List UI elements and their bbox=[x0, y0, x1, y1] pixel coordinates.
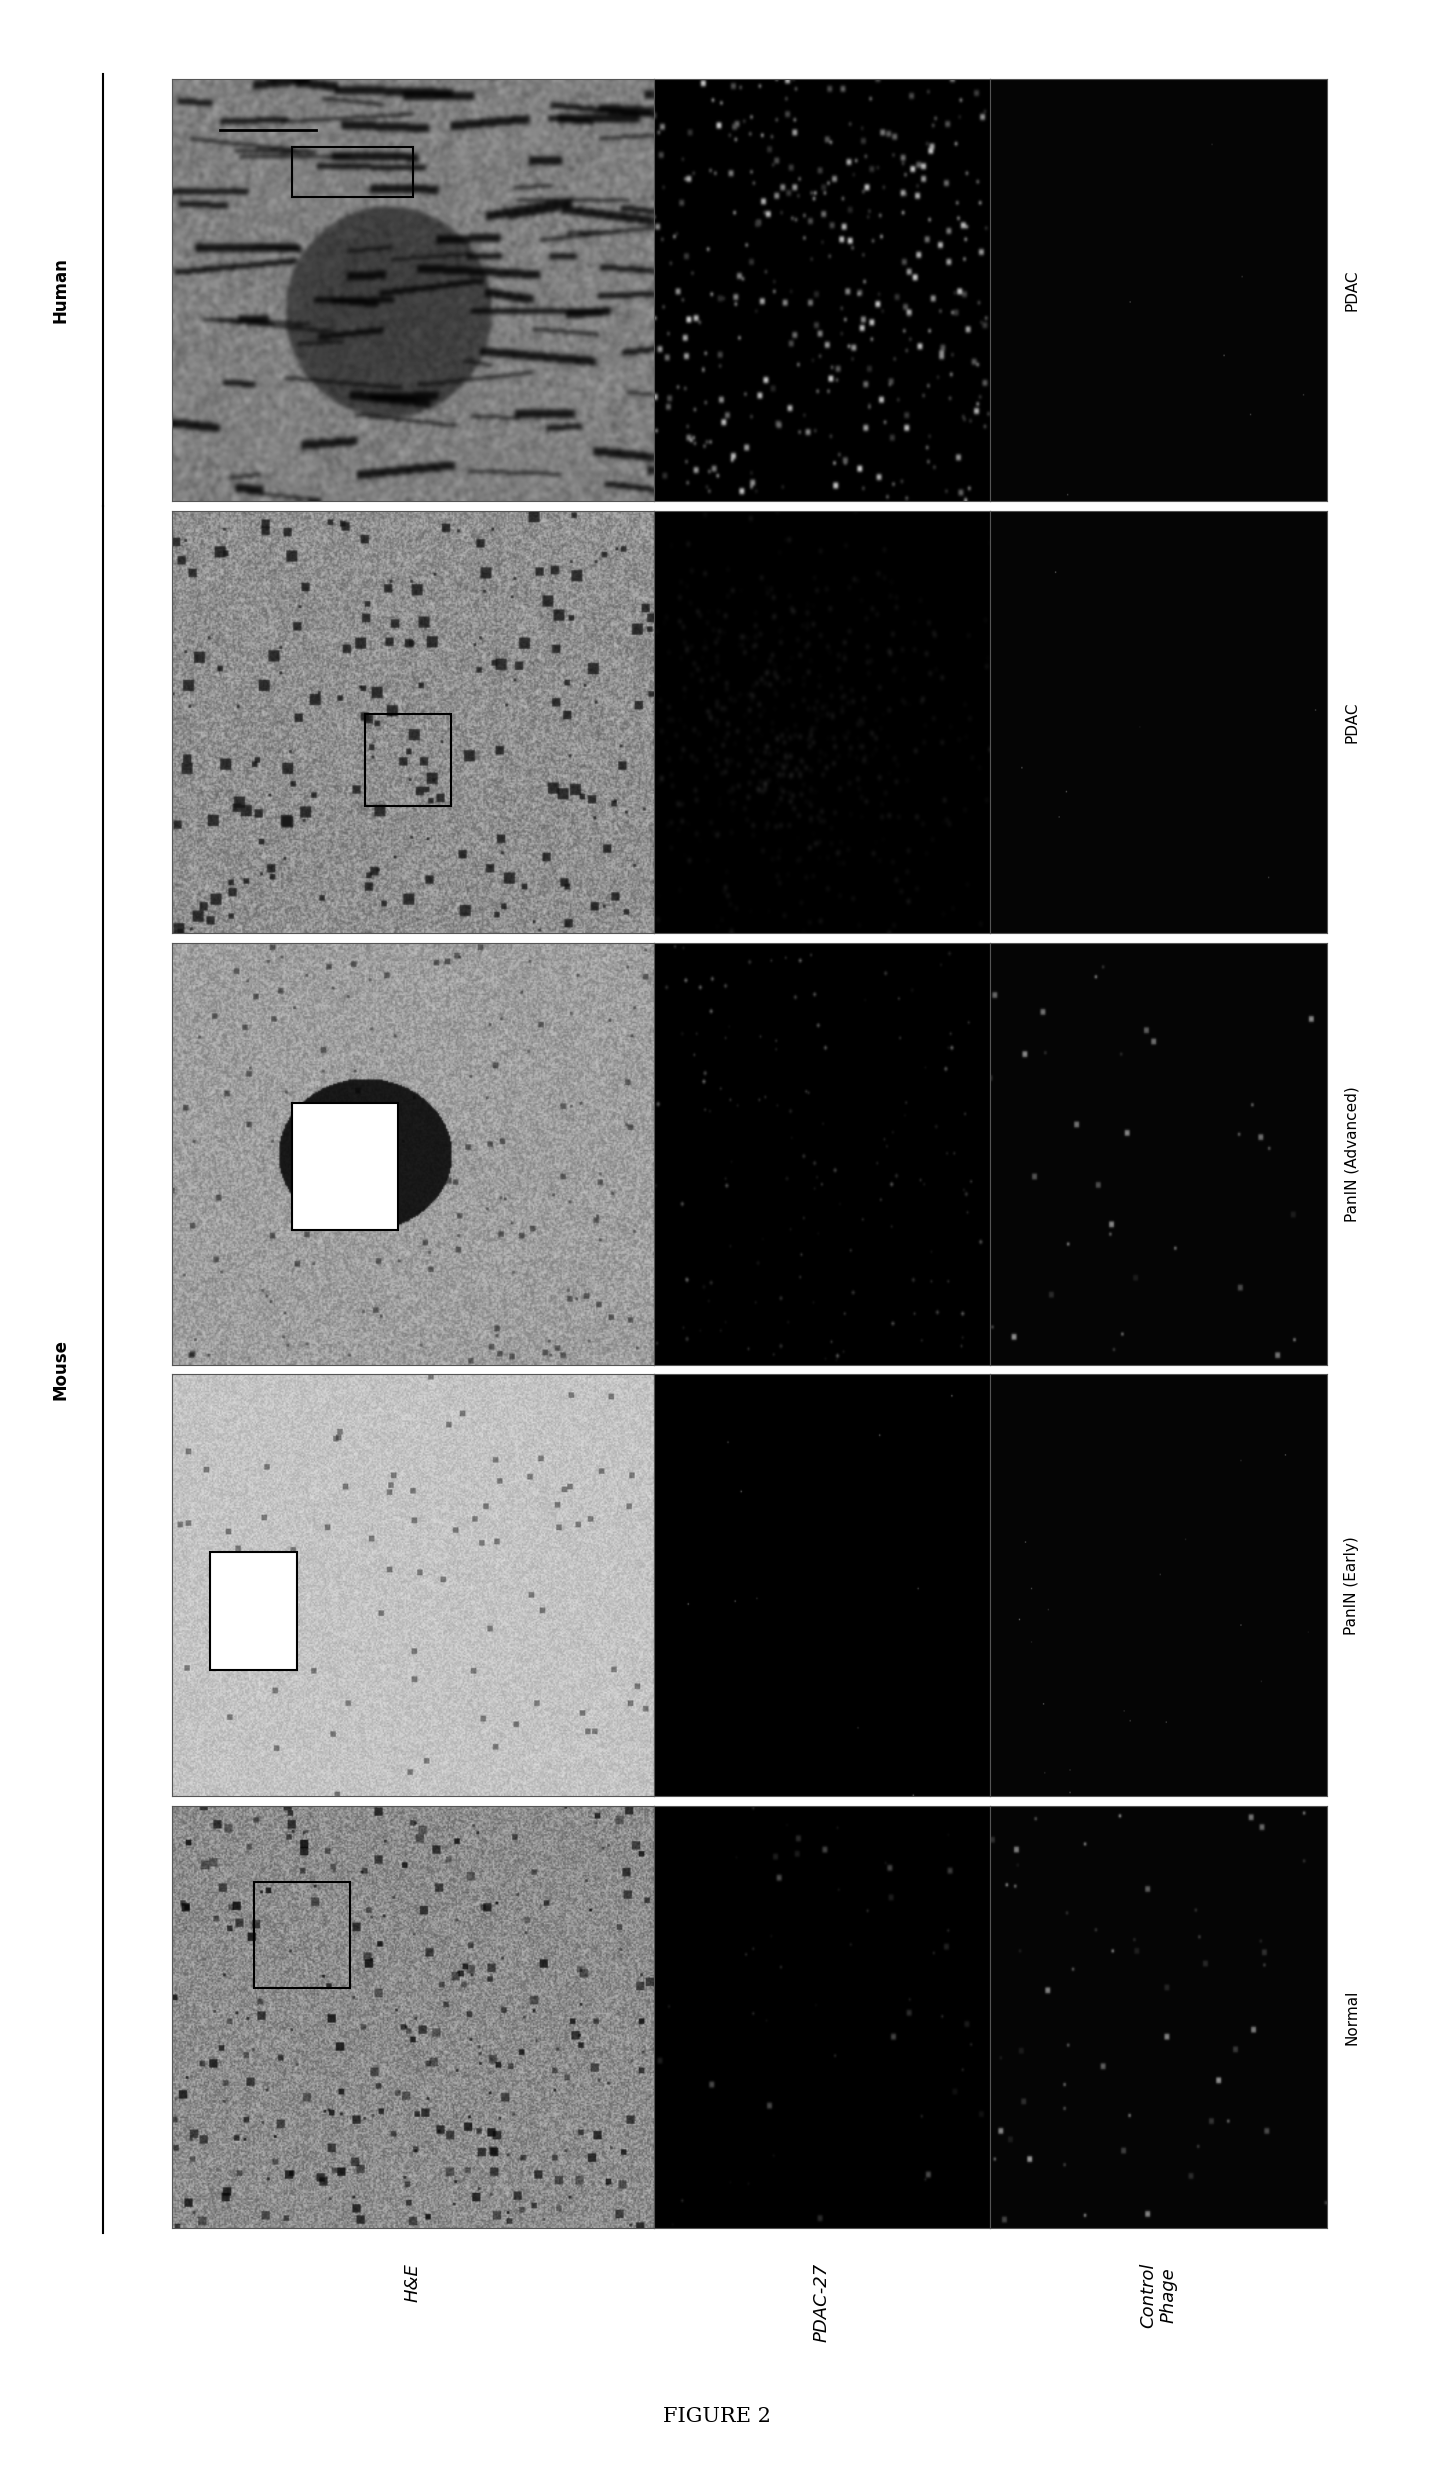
Text: PanIN (Advanced): PanIN (Advanced) bbox=[1344, 1087, 1358, 1221]
Bar bbox=[254, 1883, 350, 1987]
Text: H&E: H&E bbox=[404, 2263, 421, 2302]
Text: PDAC-27: PDAC-27 bbox=[813, 2263, 831, 2342]
Text: PDAC: PDAC bbox=[1344, 702, 1358, 742]
Text: Human: Human bbox=[52, 258, 69, 323]
Text: Normal: Normal bbox=[1344, 1990, 1358, 2044]
Text: PanIN (Early): PanIN (Early) bbox=[1344, 1536, 1358, 1635]
Bar bbox=[364, 715, 451, 806]
Text: Control
Phage: Control Phage bbox=[1139, 2263, 1178, 2327]
Bar bbox=[292, 1104, 398, 1231]
Bar bbox=[211, 1551, 297, 1670]
Text: Mouse: Mouse bbox=[52, 1340, 69, 1399]
Text: FIGURE 2: FIGURE 2 bbox=[662, 2407, 771, 2426]
Bar bbox=[292, 146, 413, 198]
Text: PDAC: PDAC bbox=[1344, 270, 1358, 310]
